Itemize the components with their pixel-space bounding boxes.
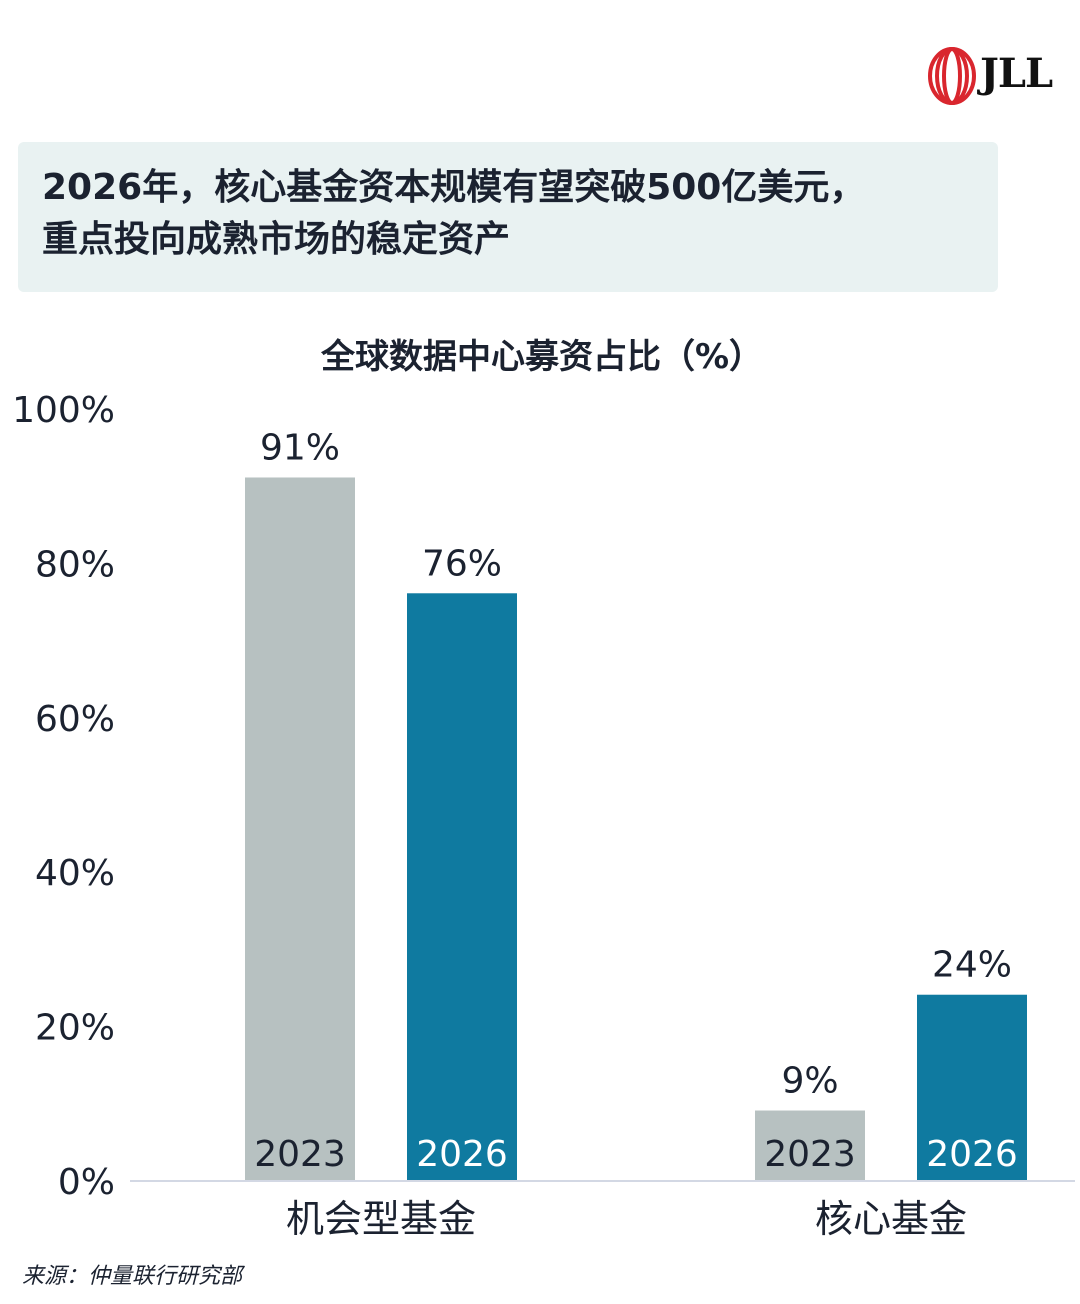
logo-text: JLL — [980, 50, 1053, 97]
data-label: 24% — [932, 945, 1012, 986]
bar-2023 — [755, 1110, 865, 1180]
headline-box: 2026年，核心基金资本规模有望突破500亿美元， 重点投向成熟市场的稳定资产 — [18, 142, 998, 292]
data-label: 91% — [260, 427, 340, 468]
headline: 2026年，核心基金资本规模有望突破500亿美元， 重点投向成熟市场的稳定资产 — [42, 162, 978, 266]
data-label: 9% — [781, 1061, 838, 1102]
y-tick-label: 0% — [58, 1162, 115, 1203]
bar-2023 — [245, 477, 355, 1181]
category-label: 核心基金 — [815, 1197, 967, 1241]
chart-title: 全球数据中心募资占比（%） — [320, 337, 763, 377]
y-tick-label: 100% — [12, 390, 115, 431]
series-label-in-bar: 2023 — [764, 1134, 856, 1175]
y-tick-label: 60% — [35, 699, 115, 740]
headline-line-1: 2026年，核心基金资本规模有望突破500亿美元， — [42, 167, 866, 208]
jll-rings-icon — [928, 47, 976, 105]
series-label-in-bar: 2023 — [254, 1134, 346, 1175]
y-tick-label: 20% — [35, 1008, 115, 1049]
series-label-in-bar: 2026 — [416, 1134, 508, 1175]
bar-2026 — [917, 994, 1027, 1180]
series-label-in-bar: 2026 — [926, 1134, 1018, 1175]
headline-line-2: 重点投向成熟市场的稳定资产 — [42, 219, 511, 260]
source-note: 来源：仲量联行研究部 — [22, 1264, 243, 1289]
category-label: 机会型基金 — [286, 1197, 476, 1241]
data-label: 76% — [422, 543, 502, 584]
y-tick-label: 40% — [35, 853, 115, 894]
bar-2026 — [407, 593, 517, 1180]
jll-logo: JLL — [926, 46, 1056, 106]
y-tick-label: 80% — [35, 544, 115, 585]
